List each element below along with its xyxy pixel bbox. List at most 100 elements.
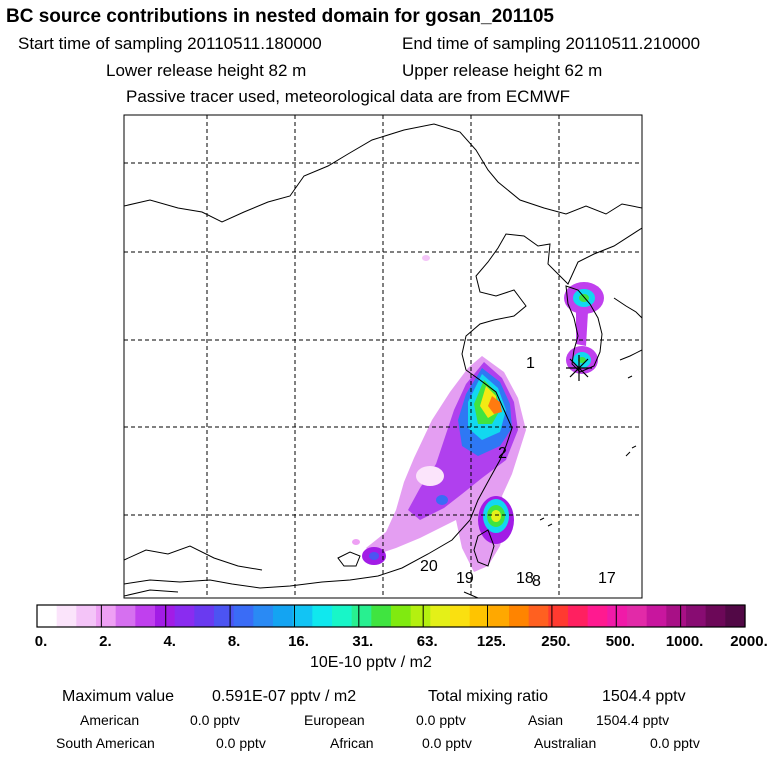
- colorbar-cell: [155, 605, 176, 627]
- colorbar-cell: [568, 605, 589, 627]
- region-value: 0.0 pptv: [216, 735, 266, 751]
- taiwan-coastline: [473, 529, 495, 567]
- colorbar-cell: [351, 605, 372, 627]
- colorbar-cell: [627, 605, 648, 627]
- map-region-label: 17: [598, 570, 616, 587]
- colorbar-cell: [292, 605, 313, 627]
- korea-tail: [576, 310, 588, 346]
- colorbar-cell: [174, 605, 195, 627]
- colorbar-cell: [528, 605, 549, 627]
- korea-coastline: [565, 285, 603, 373]
- chart-title: BC source contributions in nested domain…: [6, 6, 554, 27]
- max-value-label: Maximum value: [62, 688, 175, 705]
- region-label: American: [80, 712, 140, 728]
- colorbar-cell: [450, 605, 471, 627]
- colorbar-cell: [56, 605, 77, 627]
- colorbar-tick-label: 31.: [352, 633, 373, 650]
- colorbar-cell: [391, 605, 412, 627]
- region-label: African: [330, 735, 374, 751]
- region-value: 1504.4 pptv: [596, 712, 670, 728]
- colorbar-tick-label: 0.: [35, 633, 48, 650]
- colorbar-cell: [686, 605, 707, 627]
- colorbar-tick-label: 1000.: [666, 633, 704, 650]
- hotspot-south-yellow: [491, 510, 501, 522]
- region-label: Asian: [528, 712, 564, 728]
- colorbar-cell: [646, 605, 667, 627]
- colorbar-tick-label: 8.: [228, 633, 241, 650]
- region-value: 0.0 pptv: [416, 712, 466, 728]
- plume-blue-spot: [436, 495, 448, 505]
- start-time: Start time of sampling 20110511.180000: [18, 34, 322, 53]
- colorbar-tick-label: 16.: [288, 633, 309, 650]
- total-mixing-value: 1504.4 pptv: [602, 688, 686, 705]
- map-region-label: 2: [498, 445, 507, 462]
- total-mixing-label: Total mixing ratio: [428, 688, 549, 705]
- colorbar-cell: [587, 605, 608, 627]
- colorbar-cell: [607, 605, 628, 627]
- colorbar-cell: [489, 605, 510, 627]
- map-region-label: 20: [420, 558, 438, 575]
- plume-orange-core: [488, 396, 502, 414]
- max-value: 0.591E-07 pptv / m2: [212, 688, 357, 705]
- colorbar-cell: [273, 605, 294, 627]
- receptor-marker: [566, 355, 592, 381]
- colorbar-cell: [509, 605, 530, 627]
- northern-border: [124, 123, 642, 223]
- region-label: Australian: [534, 735, 597, 751]
- colorbar-cell: [312, 605, 333, 627]
- tracer-note: Passive tracer used, meteorological data…: [126, 87, 571, 106]
- colorbar-cell: [233, 605, 254, 627]
- colorbar-tick-label: 63.: [417, 633, 438, 650]
- colorbar-cell: [332, 605, 353, 627]
- map-region-label: 1: [526, 355, 535, 372]
- hotspot-korea-south-green: [578, 357, 586, 363]
- lower-release-height: Lower release height 82 m: [106, 61, 307, 80]
- colorbar: 0. 2. 4. 8. 16. 31. 63. 125. 250. 500. 1000. 2000.: [35, 604, 768, 650]
- colorbar-cell: [548, 605, 569, 627]
- region-label: European: [304, 712, 365, 728]
- map-region-label: 8: [532, 573, 541, 590]
- colorbar-cell: [725, 605, 746, 627]
- end-time: End time of sampling 20110511.210000: [402, 34, 701, 53]
- upper-release-height: Upper release height 62 m: [402, 61, 603, 80]
- colorbar-tick-label: 250.: [541, 633, 570, 650]
- colorbar-cell: [666, 605, 687, 627]
- colorbar-cell: [371, 605, 392, 627]
- ryukyu-islands: [539, 375, 637, 527]
- colorbar-cell: [115, 605, 136, 627]
- map-region-label: 19: [456, 570, 474, 587]
- colorbar-tick-label: 4.: [163, 633, 176, 650]
- colorbar-tick-label: 2000.: [730, 633, 768, 650]
- colorbar-cell: [410, 605, 431, 627]
- colorbar-tick-label: 500.: [606, 633, 635, 650]
- map-region-label: 18: [516, 570, 534, 587]
- china-coastline: [124, 227, 642, 589]
- colorbar-tick-label: 2.: [99, 633, 112, 650]
- map-frame: [123, 114, 643, 599]
- speck-north: [422, 255, 430, 261]
- plume-white-patch: [416, 466, 444, 486]
- grid-lines: [124, 115, 642, 598]
- colorbar-cell: [194, 605, 215, 627]
- colorbar-tick-label: 125.: [477, 633, 506, 650]
- colorbar-cell: [135, 605, 156, 627]
- region-value: 0.0 pptv: [650, 735, 700, 751]
- region-value: 0.0 pptv: [422, 735, 472, 751]
- hainan-coastline: [337, 551, 361, 567]
- hotspot-southwest-inner: [369, 552, 379, 560]
- colorbar-cell: [430, 605, 451, 627]
- colorbar-frame: [36, 604, 746, 628]
- region-label: South American: [56, 735, 155, 751]
- colorbar-cell: [469, 605, 490, 627]
- colorbar-cell: [253, 605, 274, 627]
- region-value: 0.0 pptv: [190, 712, 240, 728]
- speck-southwest: [352, 539, 360, 545]
- colorbar-cell: [705, 605, 726, 627]
- colorbar-cell: [96, 605, 117, 627]
- japan-coastline: [613, 297, 642, 361]
- colorbar-cell: [76, 605, 97, 627]
- colorbar-unit: 10E-10 pptv / m2: [310, 654, 432, 671]
- colorbar-cell: [214, 605, 235, 627]
- colorbar-cell: [37, 605, 58, 627]
